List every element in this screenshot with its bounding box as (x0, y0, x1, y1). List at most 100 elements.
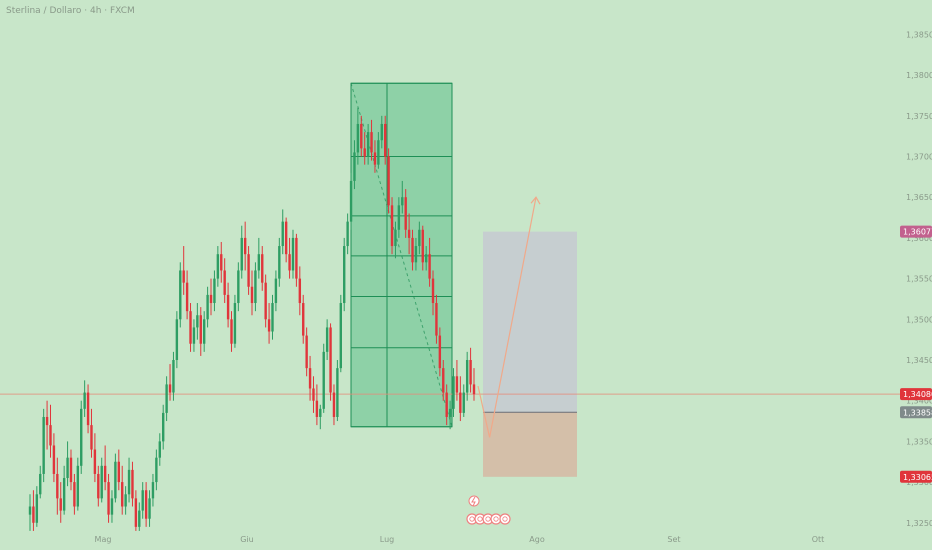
y-tick-label: 1,37000 (906, 153, 932, 162)
price-badge (900, 470, 932, 483)
candle-body (418, 229, 421, 247)
candle-body (298, 278, 302, 304)
price-badge-label: 1,34080 (903, 390, 932, 399)
candle-body (175, 319, 179, 360)
candle-body (131, 469, 134, 499)
candle-body (452, 376, 455, 409)
y-tick-label: 1,34500 (906, 356, 932, 365)
x-tick-label: Lug (380, 535, 394, 544)
candle-body (254, 270, 257, 304)
candle-body (185, 282, 189, 312)
y-tick-label: 1,38500 (906, 30, 932, 39)
price-badge (900, 225, 932, 238)
candle-body (302, 303, 305, 336)
candle-body (69, 457, 73, 483)
candle-body (117, 461, 120, 483)
x-tick-label: Ott (812, 535, 825, 544)
candle-body (442, 368, 445, 393)
candle-body (271, 303, 274, 332)
candle-body (121, 482, 124, 507)
candle-body (421, 229, 424, 263)
x-tick-label: Giu (240, 535, 254, 544)
y-tick-label: 1,36500 (906, 193, 932, 202)
symbol-title: Sterlina / Dollaro · 4h · FXCM (6, 6, 135, 16)
candle-body (366, 132, 370, 157)
price-badge-label: 1,33858 (903, 408, 932, 417)
candle-body (411, 237, 414, 263)
candle-body (336, 368, 339, 417)
candle-body (206, 294, 209, 320)
candle-body (363, 148, 366, 157)
flag-icon-inner (493, 516, 499, 522)
candle-body (329, 327, 332, 393)
candle-body (267, 319, 271, 332)
candle-body (472, 384, 476, 395)
y-tick-label: 1,33500 (906, 437, 932, 446)
candle-body (158, 441, 161, 458)
candle-body (83, 392, 86, 409)
candle-body (172, 360, 175, 393)
candle-body (387, 156, 390, 206)
y-tick-label: 1,35000 (906, 315, 932, 324)
candle-body (196, 315, 199, 328)
candle-body (76, 465, 80, 507)
flag-icon-inner (502, 516, 508, 522)
candle-body (103, 465, 107, 483)
candle-body (127, 469, 131, 495)
candle-body (377, 140, 380, 165)
candle-body (431, 278, 435, 304)
candle-body (32, 506, 35, 523)
candle-body (134, 498, 138, 527)
candle-body (114, 461, 117, 499)
candle-body (343, 246, 346, 304)
candle-body (66, 457, 69, 479)
candle-body (192, 327, 196, 344)
stop-zone (483, 412, 577, 477)
candle-body (52, 445, 56, 474)
candle-body (59, 498, 62, 511)
candle-body (407, 229, 411, 238)
candle-body (312, 388, 315, 401)
candle-body (202, 319, 206, 344)
candle-body (155, 457, 158, 483)
candle-body (168, 384, 172, 393)
candle-body (315, 400, 319, 417)
candle-body (349, 180, 353, 222)
candle-body (384, 123, 387, 157)
candle-body (257, 254, 261, 271)
flag-icon-inner (469, 516, 475, 522)
candle-body (243, 237, 247, 255)
candle-body (274, 278, 278, 304)
candle-body (220, 254, 223, 271)
candle-body (397, 205, 401, 230)
candle-body (223, 270, 226, 295)
candle-body (325, 327, 329, 352)
fib-zone (350, 82, 453, 428)
flag-icon (499, 513, 511, 525)
candle-body (264, 282, 267, 320)
candle-body (182, 270, 185, 283)
candle-body (445, 392, 448, 417)
candle-body (305, 335, 308, 369)
candle-body (390, 205, 394, 247)
candle-body (281, 221, 284, 247)
candle-body (247, 254, 250, 287)
candle-body (216, 254, 220, 279)
candle-body (261, 254, 264, 283)
candle-body (278, 246, 281, 279)
candle-body (448, 408, 452, 417)
candle-body (284, 221, 288, 255)
candle-body (346, 221, 349, 247)
candle-body (179, 270, 182, 320)
x-tick-label: Set (667, 535, 680, 544)
price-badge-label: 1,33065 (903, 473, 932, 482)
x-tick-label: Mag (95, 535, 112, 544)
candle-body (39, 473, 42, 495)
candle-body (73, 482, 76, 507)
y-tick-label: 1,32500 (906, 519, 932, 528)
candle-body (233, 303, 237, 344)
candle-body (148, 498, 151, 519)
candle-body (110, 498, 114, 515)
